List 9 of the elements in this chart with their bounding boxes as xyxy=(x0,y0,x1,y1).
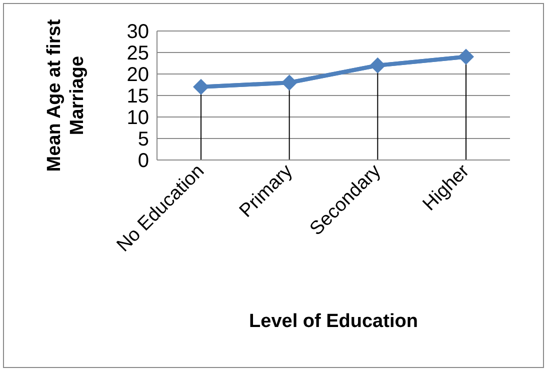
y-axis-title: Mean Age at first Marriage xyxy=(44,18,88,172)
y-tick-label: 30 xyxy=(126,21,149,44)
x-axis-title: Level of Education xyxy=(249,311,418,332)
y-tick-label: 15 xyxy=(126,86,149,108)
y-tick-label: 5 xyxy=(138,128,149,151)
y-tick-label: 20 xyxy=(126,64,149,86)
y-tick-label: 10 xyxy=(126,107,149,130)
y-tick-label: 25 xyxy=(126,42,149,65)
y-tick-label: 0 xyxy=(138,150,149,172)
